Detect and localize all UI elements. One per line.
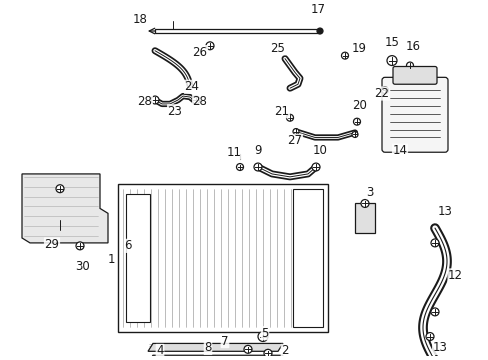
Text: 16: 16 bbox=[405, 40, 420, 53]
Text: 3: 3 bbox=[366, 185, 373, 199]
Circle shape bbox=[264, 349, 271, 357]
Text: 7: 7 bbox=[221, 334, 228, 347]
Text: 4: 4 bbox=[156, 345, 163, 357]
Circle shape bbox=[406, 62, 413, 69]
Polygon shape bbox=[292, 189, 323, 327]
Circle shape bbox=[151, 96, 159, 104]
Text: 5: 5 bbox=[261, 327, 268, 340]
Text: 13: 13 bbox=[432, 341, 447, 355]
Circle shape bbox=[430, 308, 438, 316]
Circle shape bbox=[236, 163, 243, 171]
Circle shape bbox=[381, 87, 387, 94]
Polygon shape bbox=[354, 203, 374, 233]
Text: 8: 8 bbox=[204, 341, 211, 355]
Circle shape bbox=[342, 54, 346, 58]
Circle shape bbox=[311, 163, 319, 171]
Circle shape bbox=[244, 345, 251, 353]
Text: 10: 10 bbox=[312, 144, 327, 157]
Text: 13: 13 bbox=[437, 205, 451, 218]
Circle shape bbox=[386, 56, 396, 66]
Polygon shape bbox=[148, 343, 283, 351]
Text: 1: 1 bbox=[107, 253, 115, 266]
Text: 12: 12 bbox=[447, 269, 462, 282]
FancyBboxPatch shape bbox=[381, 77, 447, 152]
Text: 30: 30 bbox=[76, 260, 90, 273]
Text: 2: 2 bbox=[281, 345, 288, 357]
Text: 26: 26 bbox=[192, 46, 207, 59]
Circle shape bbox=[353, 118, 360, 125]
Text: 25: 25 bbox=[270, 42, 285, 55]
Text: 9: 9 bbox=[254, 144, 261, 157]
Circle shape bbox=[286, 114, 293, 121]
Text: 28: 28 bbox=[192, 95, 207, 108]
Polygon shape bbox=[126, 194, 150, 322]
Text: 24: 24 bbox=[184, 80, 199, 93]
Text: 22: 22 bbox=[374, 87, 389, 100]
Circle shape bbox=[192, 96, 200, 104]
Text: 15: 15 bbox=[384, 36, 399, 49]
Polygon shape bbox=[22, 174, 108, 243]
Circle shape bbox=[205, 42, 214, 50]
Text: 11: 11 bbox=[226, 146, 241, 159]
Circle shape bbox=[292, 129, 298, 135]
Circle shape bbox=[56, 185, 64, 193]
Circle shape bbox=[253, 163, 262, 171]
Circle shape bbox=[354, 120, 358, 123]
Text: 20: 20 bbox=[352, 99, 366, 112]
Circle shape bbox=[351, 131, 357, 138]
Circle shape bbox=[430, 239, 438, 247]
Circle shape bbox=[316, 28, 323, 34]
Polygon shape bbox=[148, 355, 283, 360]
Text: 19: 19 bbox=[351, 42, 366, 55]
Bar bbox=[118, 184, 327, 332]
Text: 27: 27 bbox=[287, 134, 302, 147]
Text: 29: 29 bbox=[44, 238, 60, 251]
Text: 6: 6 bbox=[124, 239, 132, 252]
Text: 14: 14 bbox=[392, 144, 407, 157]
Text: 28: 28 bbox=[137, 95, 152, 108]
Circle shape bbox=[341, 52, 348, 59]
Circle shape bbox=[360, 199, 368, 207]
Polygon shape bbox=[402, 68, 426, 80]
FancyBboxPatch shape bbox=[392, 67, 436, 84]
Circle shape bbox=[425, 333, 433, 341]
Circle shape bbox=[258, 332, 267, 341]
Text: 18: 18 bbox=[133, 13, 148, 26]
Text: 17: 17 bbox=[310, 3, 325, 16]
Text: 21: 21 bbox=[274, 105, 289, 118]
Text: 23: 23 bbox=[167, 105, 182, 118]
Polygon shape bbox=[155, 28, 319, 33]
Circle shape bbox=[76, 242, 84, 250]
